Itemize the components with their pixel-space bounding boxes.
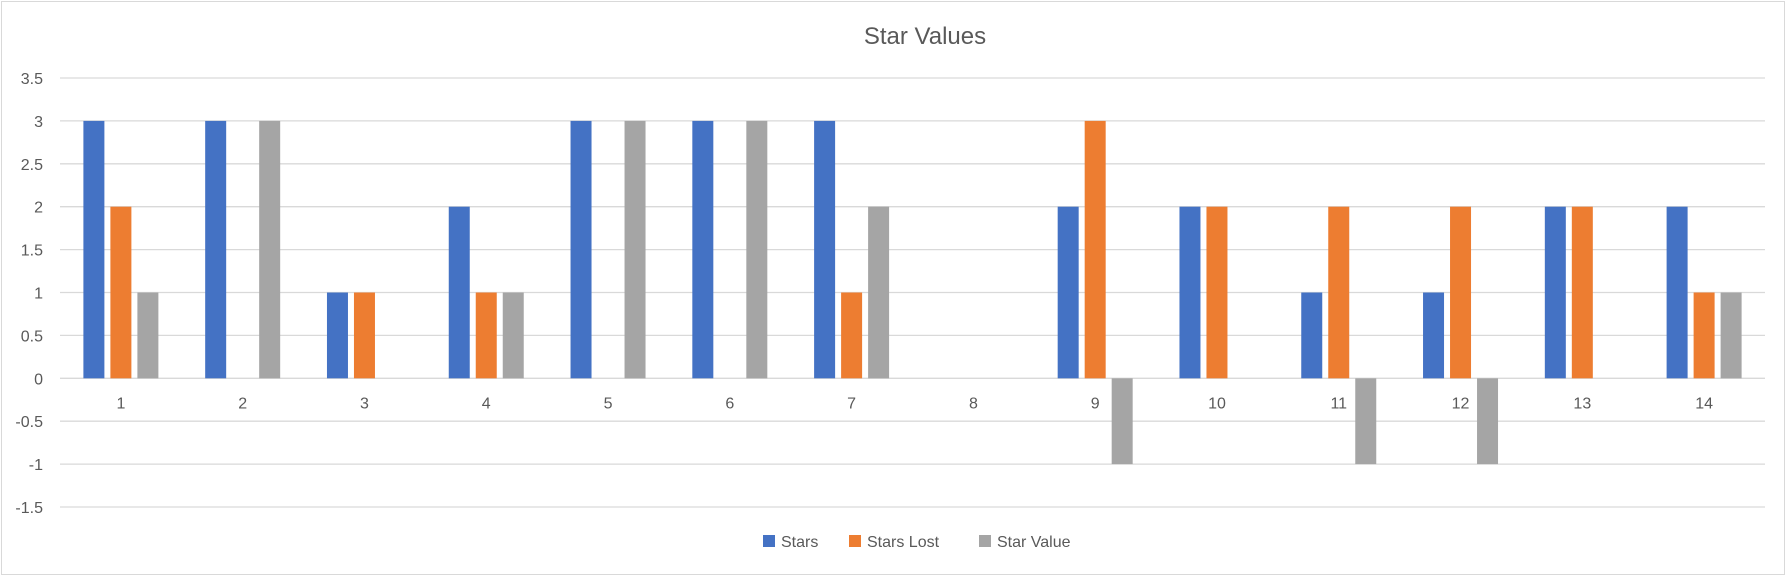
bar-stars (1666, 206, 1688, 379)
bar-star-value (502, 292, 524, 379)
bar-star-value (746, 120, 768, 379)
y-tick-label: 1 (34, 286, 43, 303)
y-tick-label: 0.5 (21, 328, 43, 345)
x-tick-label: 9 (1091, 395, 1100, 412)
bar-stars-lost (1206, 206, 1228, 379)
legend-label: Star Value (997, 534, 1071, 551)
bar-stars (448, 206, 470, 379)
bar-stars-lost (1450, 206, 1472, 379)
bar-star-value (1111, 378, 1133, 465)
x-tick-label: 13 (1573, 395, 1591, 412)
x-tick-label: 8 (969, 395, 978, 412)
legend-label: Stars Lost (867, 534, 940, 551)
legend-label: Stars (781, 534, 818, 551)
x-tick-label: 5 (604, 395, 613, 412)
y-tick-label: 0 (34, 371, 43, 388)
bar-stars (1544, 206, 1566, 379)
x-tick-label: 3 (360, 395, 369, 412)
x-tick-label: 6 (725, 395, 734, 412)
bar-stars-lost (475, 292, 497, 379)
bar-stars (1179, 206, 1201, 379)
bar-star-value (137, 292, 159, 379)
legend-swatch (849, 535, 861, 547)
y-tick-label: 2.5 (21, 157, 43, 174)
x-tick-label: 4 (482, 395, 491, 412)
y-tick-label: -1.5 (15, 500, 43, 517)
bar-stars-lost (110, 206, 132, 379)
bar-star-value (1477, 378, 1499, 465)
gridlines (60, 77, 1765, 508)
x-tick-label: 10 (1208, 395, 1226, 412)
bar-stars (1301, 292, 1323, 379)
x-tick-label: 1 (116, 395, 125, 412)
y-axis-ticks: 3.5 3 2.5 2 1.5 1 0.5 0 -0.5 -1 -1.5 (15, 71, 43, 517)
legend: Stars Stars Lost Star Value (763, 534, 1071, 551)
bar-star-value (1720, 292, 1742, 379)
y-tick-label: -0.5 (15, 414, 43, 431)
bar-stars-lost (841, 292, 863, 379)
bar-stars (692, 120, 714, 379)
x-tick-label: 2 (238, 395, 247, 412)
bar-stars-lost (1084, 120, 1106, 379)
y-tick-label: -1 (29, 457, 43, 474)
y-tick-label: 1.5 (21, 243, 43, 260)
legend-swatch (979, 535, 991, 547)
y-tick-label: 2 (34, 200, 43, 217)
bar-star-value (259, 120, 281, 379)
bar-stars-lost (353, 292, 375, 379)
bar-stars (326, 292, 348, 379)
y-tick-label: 3.5 (21, 71, 43, 88)
bar-stars (1057, 206, 1079, 379)
bar-stars-lost (1693, 292, 1715, 379)
x-tick-label: 11 (1330, 395, 1347, 412)
bar-stars (83, 120, 105, 379)
bar-stars-lost (1328, 206, 1350, 379)
x-axis-ticks: 1 2 3 4 5 6 7 8 9 10 11 12 13 14 (116, 395, 1713, 412)
bar-star-value (868, 206, 890, 379)
y-tick-label: 3 (34, 114, 43, 131)
bar-star-value (1355, 378, 1377, 465)
bar-stars (570, 120, 592, 379)
x-tick-label: 7 (847, 395, 856, 412)
chart-title: Star Values (864, 23, 986, 50)
bar-stars (205, 120, 227, 379)
x-tick-label: 12 (1452, 395, 1470, 412)
bar-stars (814, 120, 836, 379)
bar-star-value (624, 120, 646, 379)
x-tick-label: 14 (1695, 395, 1713, 412)
legend-swatch (763, 535, 775, 547)
bar-stars-lost (1571, 206, 1593, 379)
bar-stars (1423, 292, 1445, 379)
bars (83, 120, 1742, 465)
